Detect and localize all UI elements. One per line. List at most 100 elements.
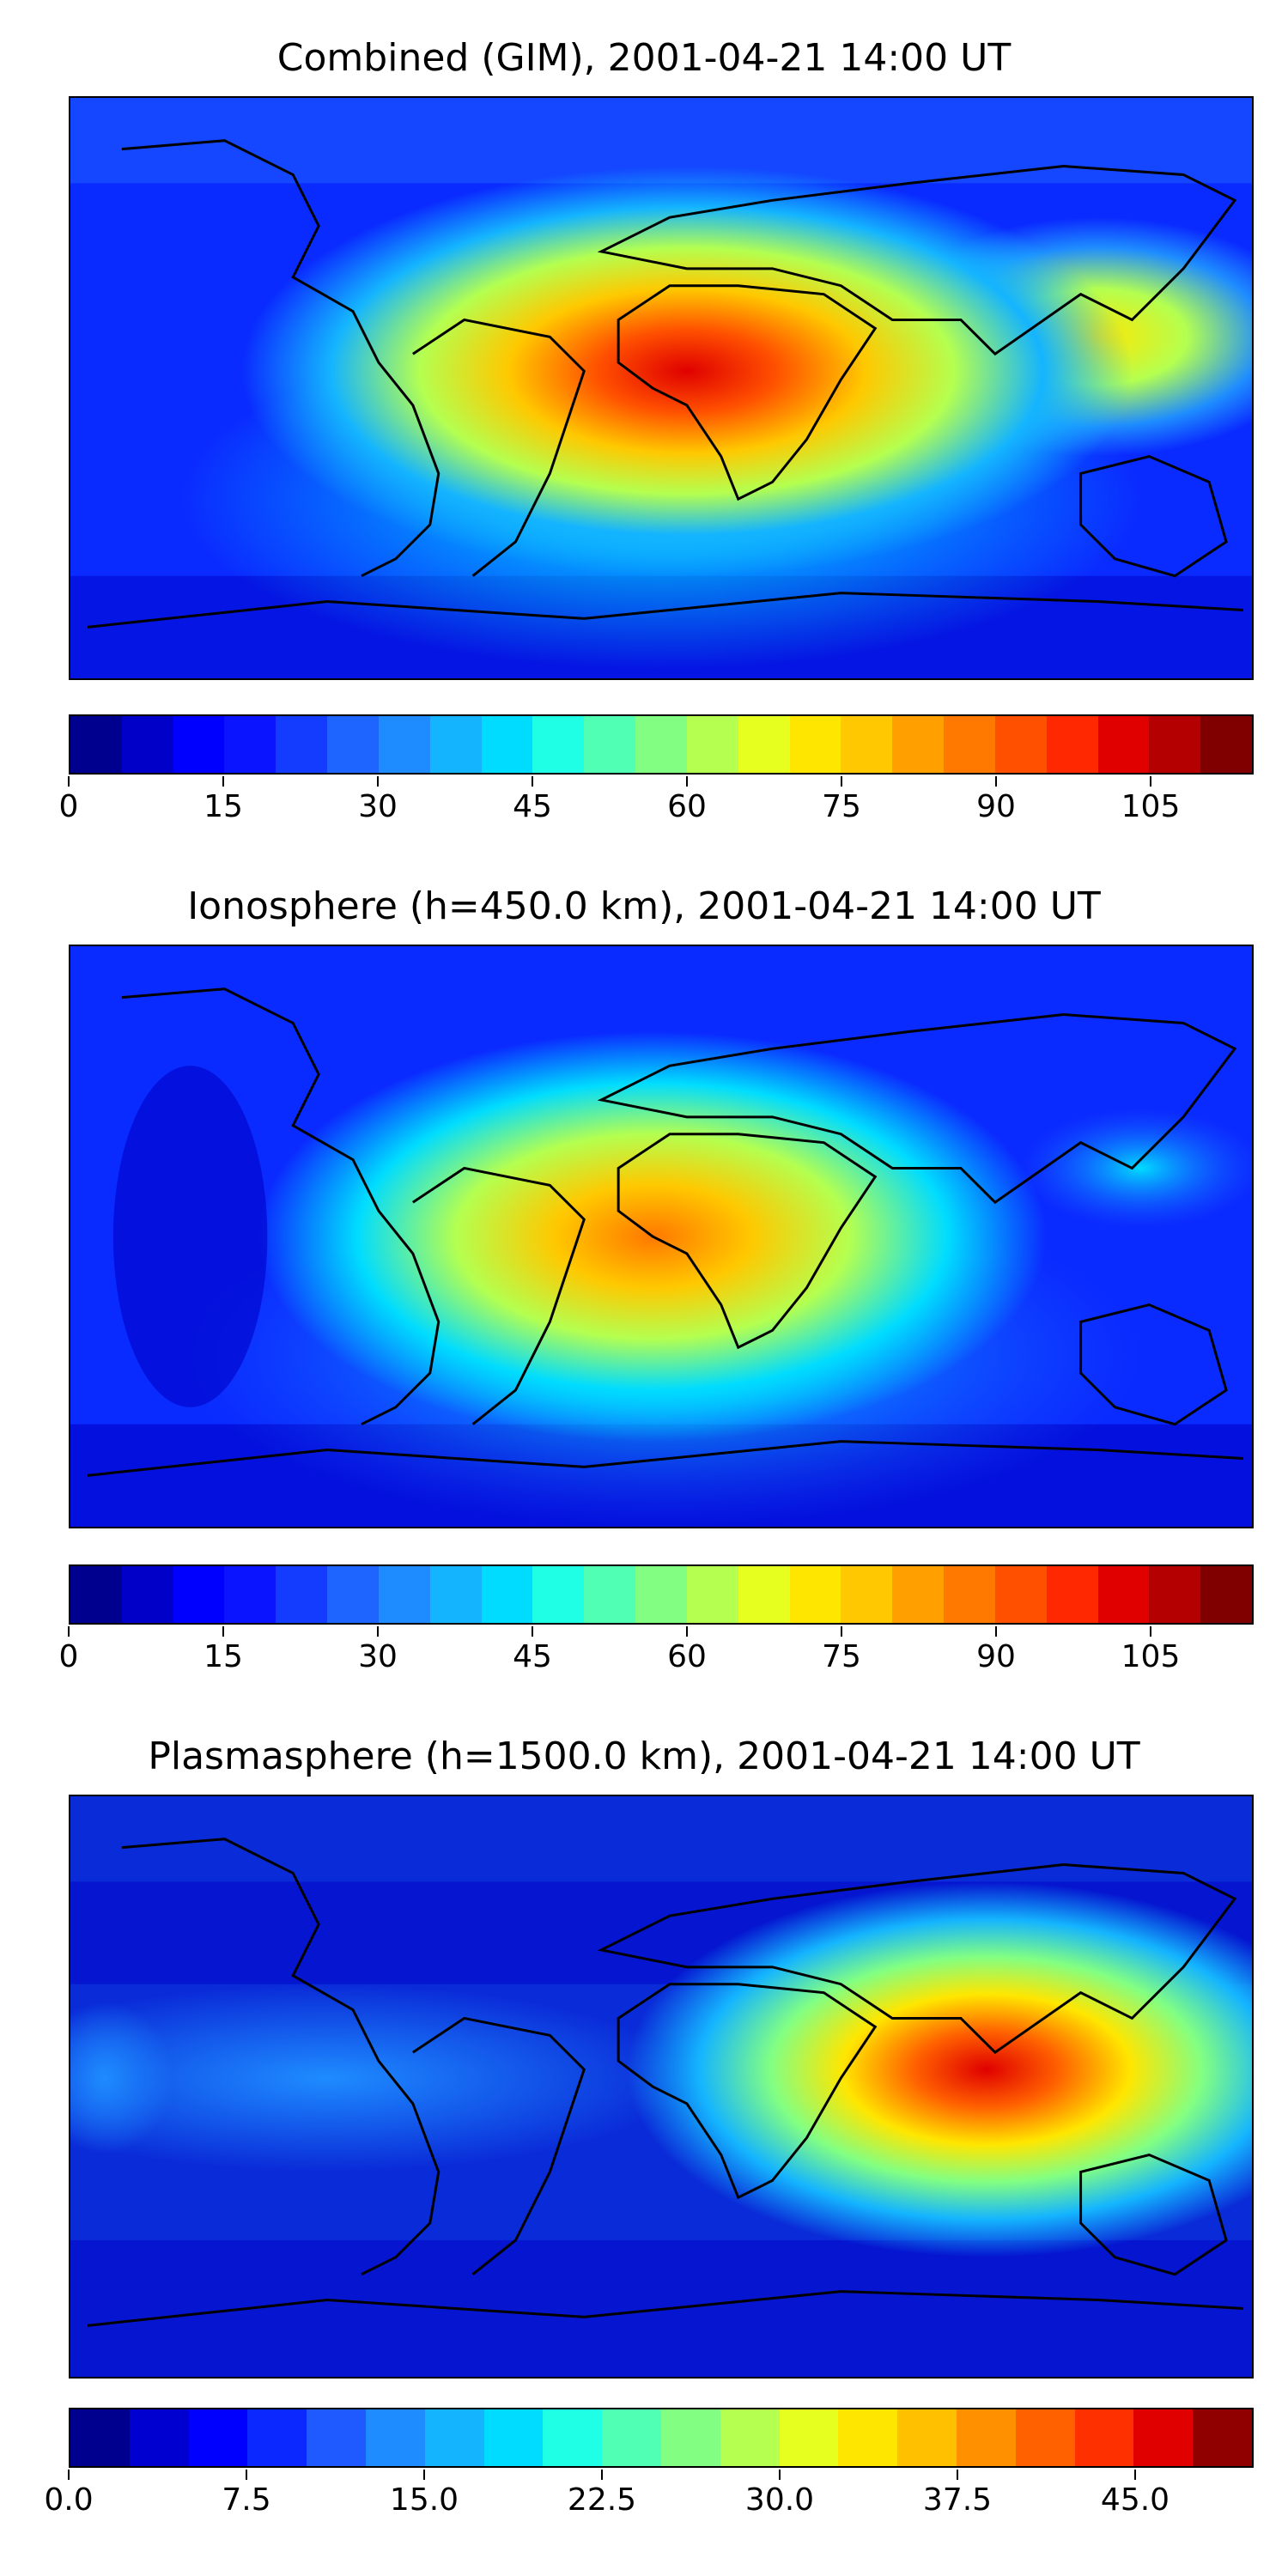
colorbar-tick-label: 45.0 (1100, 2482, 1170, 2518)
colorbar-tick-mark (222, 1626, 224, 1637)
colorbar-segment (686, 1566, 738, 1623)
colorbar-segment (838, 2409, 898, 2466)
panel-title: Combined (GIM), 2001-04-21 14:00 UT (276, 36, 1012, 80)
colorbar-segment (584, 716, 636, 773)
colorbar-segment (1200, 1566, 1253, 1623)
colorbar-tick-label: 105 (1121, 1639, 1181, 1674)
colorbar-tick-mark (68, 776, 70, 787)
colorbar-segment (121, 716, 173, 773)
colorbar-tick-mark (686, 1626, 688, 1637)
colorbar-segment (738, 716, 790, 773)
colorbar-tick-label: 0 (58, 789, 79, 824)
colorbar-segment (1046, 716, 1098, 773)
colorbar-segment (543, 2409, 603, 2466)
colorbar-segment (378, 716, 430, 773)
colorbar-segment (483, 2409, 544, 2466)
colorbar-segment (1149, 1566, 1201, 1623)
colorbar-segment (424, 2409, 484, 2466)
colorbar-tick-label: 37.5 (922, 2482, 993, 2518)
tec-map-svg (70, 946, 1252, 1527)
colorbar-tick-mark (532, 1626, 533, 1637)
colorbar-segment (789, 1566, 841, 1623)
colorbar-tick-label: 45 (513, 789, 552, 824)
colorbar-segment (1046, 1566, 1098, 1623)
colorbar-tick-mark (377, 776, 379, 787)
colorbar-tick-mark (532, 776, 533, 787)
colorbar-tick-label: 90 (976, 1639, 1016, 1674)
colorbar-segment (897, 2409, 957, 2466)
colorbar-segment (1097, 716, 1150, 773)
colorbar-tick-mark (246, 2470, 247, 2480)
colorbar-segment (584, 1566, 636, 1623)
colorbar-segment (378, 1566, 430, 1623)
colorbar-segment (532, 716, 585, 773)
colorbar-tick-label: 30.0 (744, 2482, 815, 2518)
tec-map (69, 1795, 1254, 2379)
panel-title: Ionosphere (h=450.0 km), 2001-04-21 14:0… (187, 884, 1101, 928)
colorbar-segment (1074, 2409, 1134, 2466)
colorbar-segment (738, 1566, 790, 1623)
colorbar-tick-label: 15 (204, 1639, 243, 1674)
colorbar-tick-mark (68, 2470, 70, 2480)
colorbar-segment (1193, 2409, 1252, 2466)
colorbar-tick-mark (601, 2470, 603, 2480)
colorbar-segment (173, 716, 225, 773)
colorbar-tick-label: 30 (358, 789, 398, 824)
colorbar-segment (70, 1566, 122, 1623)
colorbar-segment (686, 716, 738, 773)
colorbar-ticks: 0 15 30 45 60 75 90 105 (59, 776, 1254, 828)
colorbar-segment (224, 1566, 276, 1623)
colorbar-tick-label: 15 (204, 789, 243, 824)
colorbar-segment (720, 2409, 780, 2466)
colorbar-segment (307, 2409, 366, 2466)
colorbar-tick-label: 105 (1121, 789, 1181, 824)
colorbar-tick-mark (423, 2470, 425, 2480)
colorbar-segment (173, 1566, 225, 1623)
tec-map (69, 945, 1254, 1528)
colorbar-ticks: 0.0 7.5 15.0 22.5 30.0 37.5 45.0 (44, 2470, 1254, 2521)
colorbar-tick-mark (779, 2470, 781, 2480)
colorbar-segment (224, 716, 276, 773)
colorbar (69, 1564, 1254, 1625)
colorbar-segment (660, 2409, 720, 2466)
colorbar-tick-label: 15.0 (389, 2482, 459, 2518)
tec-map (69, 96, 1254, 680)
colorbar-segment (429, 1566, 482, 1623)
colorbar-segment (429, 716, 482, 773)
colorbar-tick-label: 45 (513, 1639, 552, 1674)
colorbar-segment (365, 2409, 425, 2466)
colorbar-tick-mark (1150, 776, 1151, 787)
colorbar-segment (944, 1566, 995, 1623)
colorbar-segment (841, 716, 893, 773)
colorbar-tick-mark (1134, 2470, 1136, 2480)
colorbar-segment (635, 716, 687, 773)
colorbar-segment (602, 2409, 661, 2466)
colorbar-segment (779, 2409, 839, 2466)
colorbar-segment (70, 716, 122, 773)
colorbar-segment (129, 2409, 189, 2466)
colorbar-tick-mark (995, 776, 997, 787)
colorbar-segment (1097, 1566, 1150, 1623)
colorbar-segment (276, 716, 328, 773)
colorbar-segment (121, 1566, 173, 1623)
colorbar-segment (789, 716, 841, 773)
colorbar-segment (1015, 2409, 1075, 2466)
colorbar-segment (327, 1566, 379, 1623)
colorbar-segment (994, 716, 1047, 773)
colorbar-tick-label: 75 (822, 1639, 861, 1674)
colorbar-tick-mark (68, 1626, 70, 1637)
colorbar-tick-label: 60 (667, 1639, 707, 1674)
colorbar-segment (70, 2409, 130, 2466)
colorbar-segment (276, 1566, 328, 1623)
colorbar-segment (188, 2409, 248, 2466)
colorbar (69, 714, 1254, 775)
colorbar-segment (1200, 716, 1253, 773)
colorbar-tick-label: 7.5 (222, 2482, 271, 2518)
colorbar-tick-mark (841, 1626, 842, 1637)
colorbar-segment (994, 1566, 1047, 1623)
panel-title: Plasmasphere (h=1500.0 km), 2001-04-21 1… (148, 1735, 1140, 1778)
colorbar-tick-label: 90 (976, 789, 1016, 824)
colorbar-tick-mark (995, 1626, 997, 1637)
colorbar-segment (841, 1566, 893, 1623)
colorbar-tick-mark (957, 2470, 958, 2480)
